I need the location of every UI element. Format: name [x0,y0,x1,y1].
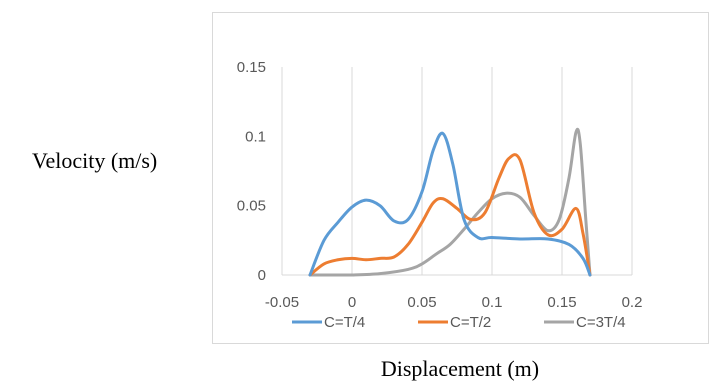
x-tick-label: -0.05 [265,294,299,311]
legend-label: C=T/4 [324,314,365,331]
legend-label: C=3T/4 [576,314,626,331]
legend-label: C=T/2 [450,314,491,331]
x-tick-label: 0.1 [482,294,503,311]
y-axis-label: Velocity (m/s) [32,148,158,173]
x-axis-label: Displacement (m) [380,356,540,381]
x-tick-label: 0.15 [547,294,576,311]
y-tick-label: 0.1 [245,128,266,145]
y-tick-label: 0.15 [237,59,266,76]
series-line [308,131,592,277]
y-tick-label: 0.05 [237,198,266,215]
x-tick-label: 0.05 [407,294,436,311]
series-line [308,153,592,277]
x-tick-label: 0 [348,294,356,311]
chart-area-frame [212,12,709,344]
y-tick-label: 0 [258,267,266,284]
x-tick-label: 0.2 [622,294,643,311]
